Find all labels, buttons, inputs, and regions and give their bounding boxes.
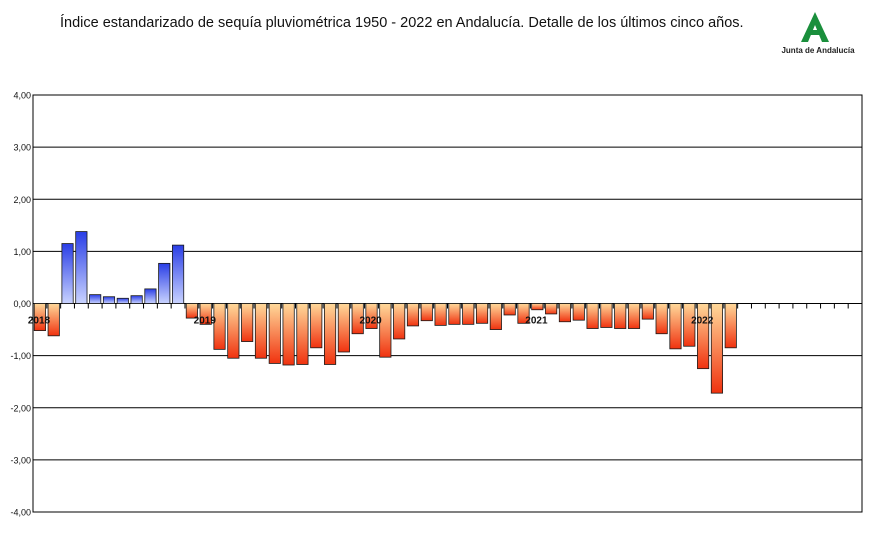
bar [144,288,157,304]
bar [434,303,447,326]
y-tick-label: 4,00 [13,91,31,101]
x-year-label: 2019 [194,316,217,327]
label-layer: -4,00 -3,00 -2,00 -1,00 0,00 1,00 2,00 3,00 4,00… [10,91,713,518]
bar [241,303,254,342]
bar [47,303,60,337]
bar [641,303,654,320]
y-tick-label: -1,00 [10,351,31,361]
bar [655,303,668,335]
junta-de-andalucia-logo: Junta de Andalucía [775,10,861,60]
bar [614,303,627,329]
bar [503,303,516,316]
bar [185,303,198,319]
bar [489,303,502,330]
y-tick-label: 0,00 [13,299,31,309]
bar [172,244,185,304]
bar [462,303,475,325]
bar [337,303,350,353]
bar [710,303,723,394]
y-tick-label: -2,00 [10,403,31,413]
bar [379,303,392,358]
bar [102,296,116,304]
bar [365,303,378,329]
logo-text: Junta de Andalucía [781,46,855,55]
bar [586,303,599,329]
bar [448,303,461,325]
bar [310,303,323,349]
bar [282,303,295,366]
bar [213,303,226,350]
bar [600,303,613,328]
x-year-label: 2020 [359,316,382,327]
y-tick-label: -3,00 [10,455,31,465]
bar [254,303,268,359]
bar [33,303,46,332]
bar [669,303,682,350]
bar [268,303,281,364]
bar [531,303,544,311]
bar [158,262,171,304]
bar [296,303,309,365]
bar [572,303,585,321]
y-tick-label: -4,00 [10,508,31,518]
bar [323,303,337,365]
bar [697,303,710,370]
bar [351,303,364,335]
y-tick-label: 2,00 [13,195,31,205]
bar [420,303,433,322]
bar [545,303,558,315]
bar [627,303,641,329]
bar [724,303,737,349]
x-year-label: 2018 [28,316,51,327]
x-year-label: 2022 [691,316,714,327]
bar [227,303,240,359]
bar [89,294,102,304]
chart-title: Índice estandarizado de sequía pluviomét… [60,15,744,31]
andalucia-logo-icon [801,12,829,42]
bar [475,303,489,324]
bar [406,303,420,327]
bar [517,303,530,324]
y-tick-label: 1,00 [13,247,31,257]
bar [558,303,571,323]
bar [683,303,696,347]
bar [393,303,406,340]
y-tick-label: 3,00 [13,143,31,153]
bar [75,231,88,304]
bar-layer [33,231,737,394]
bar [130,295,143,304]
bar [116,297,129,304]
x-year-label: 2021 [525,316,548,327]
bar [199,303,212,325]
bar [61,243,74,304]
grid-layer [32,94,863,513]
